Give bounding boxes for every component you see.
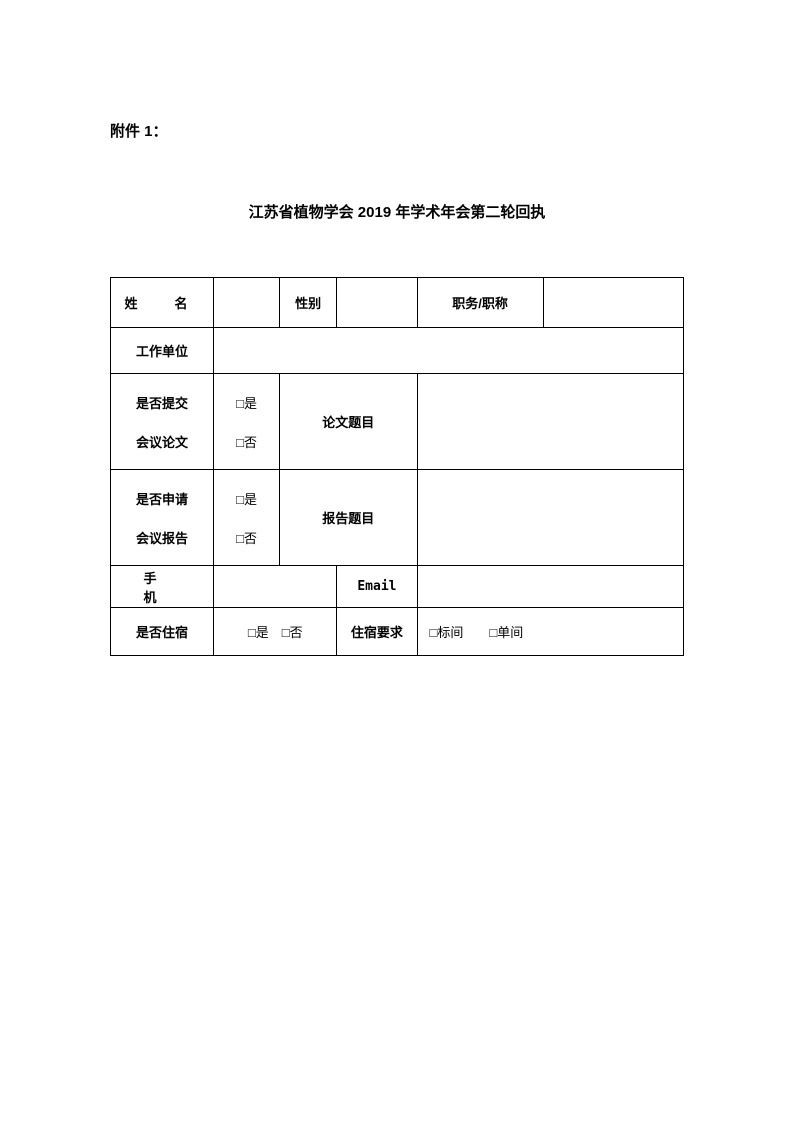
page-title: 江苏省植物学会 2019 年学术年会第二轮回执 <box>110 201 684 222</box>
field-gender[interactable] <box>337 278 417 328</box>
label-gender: 性别 <box>280 278 337 328</box>
field-report-title[interactable] <box>417 470 683 566</box>
field-workplace[interactable] <box>214 328 684 374</box>
checkbox-standard-room[interactable]: □标间 <box>430 625 464 640</box>
field-email[interactable] <box>417 566 683 608</box>
field-accommodation-yesno[interactable]: □是 □否 <box>214 608 337 656</box>
label-submit-paper: 是否提交 会议论文 <box>111 374 214 470</box>
checkbox-paper-no[interactable]: □否 <box>214 422 279 461</box>
checkbox-single-room[interactable]: □单间 <box>489 625 523 640</box>
field-accommodation-req[interactable]: □标间 □单间 <box>417 608 683 656</box>
label-phone: 手 机 <box>111 566 214 608</box>
label-workplace: 工作单位 <box>111 328 214 374</box>
label-report-title: 报告题目 <box>280 470 418 566</box>
field-submit-paper-yesno[interactable]: □是 □否 <box>214 374 280 470</box>
label-apply-report: 是否申请 会议报告 <box>111 470 214 566</box>
label-accommodation-req: 住宿要求 <box>337 608 417 656</box>
field-paper-title[interactable] <box>417 374 683 470</box>
label-name: 姓 名 <box>111 278 214 328</box>
field-name[interactable] <box>214 278 280 328</box>
label-accommodation: 是否住宿 <box>111 608 214 656</box>
field-apply-report-yesno[interactable]: □是 □否 <box>214 470 280 566</box>
attachment-label: 附件 1： <box>110 120 684 141</box>
label-email: Email <box>337 566 417 608</box>
field-position[interactable] <box>543 278 683 328</box>
checkbox-report-no[interactable]: □否 <box>214 518 279 557</box>
checkbox-paper-yes[interactable]: □是 <box>214 383 279 422</box>
label-paper-title: 论文题目 <box>280 374 418 470</box>
field-phone[interactable] <box>214 566 337 608</box>
checkbox-report-yes[interactable]: □是 <box>214 479 279 518</box>
label-position: 职务/职称 <box>417 278 543 328</box>
receipt-form-table: 姓 名 性别 职务/职称 工作单位 是否提交 会议论文 □是 □否 论文题目 <box>110 277 684 656</box>
